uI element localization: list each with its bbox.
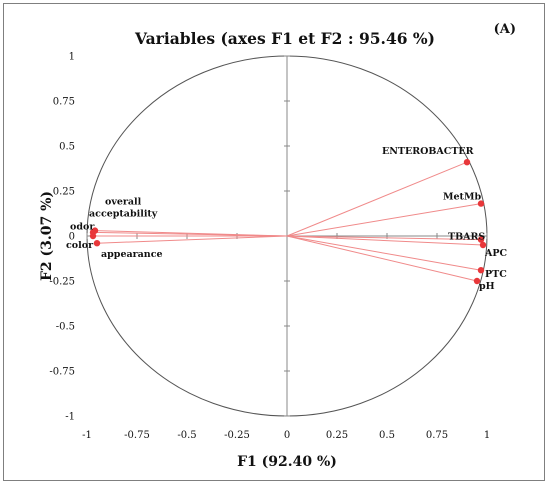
loading-vector xyxy=(286,235,482,241)
variable-label: overall acceptability xyxy=(89,197,158,220)
y-tick-label: -0.5 xyxy=(56,322,75,333)
loading-vector xyxy=(286,203,482,237)
loading-vector xyxy=(286,161,468,237)
x-tick-label: -0.25 xyxy=(224,430,250,441)
variable-label: odor xyxy=(70,221,95,232)
loading-vector xyxy=(286,235,482,271)
x-tick-label: -0.75 xyxy=(124,430,150,441)
variable-label: color xyxy=(66,240,94,251)
y-tick-label: 0 xyxy=(69,232,75,243)
variable-point xyxy=(463,159,471,166)
plot-area: -1 -0.75 -0.5 -0.25 0 0.25 0.5 0.75 1 1 0.75 0.5 0.2… xyxy=(49,52,507,442)
panel-label: (A) xyxy=(494,22,516,37)
loading-vector xyxy=(96,235,288,244)
loading-vector xyxy=(286,235,484,246)
chart-title: Variables (axes F1 et F2 : 95.46 %) xyxy=(134,29,435,48)
figure-frame xyxy=(3,3,545,481)
variable-label: APC xyxy=(484,248,508,259)
x-tick-label: 1 xyxy=(484,430,490,441)
y-tick-label: 0.25 xyxy=(53,187,75,198)
variable-point xyxy=(477,236,485,243)
loading-vector xyxy=(286,235,478,282)
y-tick-label: -1 xyxy=(65,412,75,423)
variable-point xyxy=(477,200,485,207)
variable-point xyxy=(89,232,97,240)
loading-vector xyxy=(92,231,288,237)
x-tick-label: 0.75 xyxy=(426,430,448,441)
y-tick-label: 0.75 xyxy=(53,97,75,108)
variable-label: TBARS xyxy=(448,232,485,243)
variable-point xyxy=(473,277,481,285)
variable-point xyxy=(93,240,101,247)
y-tick-label: 1 xyxy=(69,52,75,63)
x-tick-label: -1 xyxy=(82,430,92,441)
variable-point xyxy=(479,241,487,249)
variable-label: pH xyxy=(479,281,495,292)
variable-label: appearance xyxy=(101,249,163,260)
y-tick-label: -0.75 xyxy=(49,367,75,378)
y-axis-title: F2 (3.07 %) xyxy=(39,191,55,281)
variable-label: ENTEROBACTER xyxy=(382,146,474,157)
variable-label: PTC xyxy=(485,269,507,280)
x-tick-label: 0 xyxy=(284,430,290,441)
x-tick-label: 0.5 xyxy=(379,430,395,441)
x-tick-label: 0.25 xyxy=(326,430,348,441)
x-axis-title: F1 (92.40 %) xyxy=(237,454,337,470)
variable-label: MetMb xyxy=(443,192,481,203)
x-tick-label: -0.5 xyxy=(177,430,196,441)
variable-point xyxy=(477,267,485,274)
y-tick-label: -0.25 xyxy=(49,277,75,288)
y-tick-label: 0.5 xyxy=(59,142,75,153)
